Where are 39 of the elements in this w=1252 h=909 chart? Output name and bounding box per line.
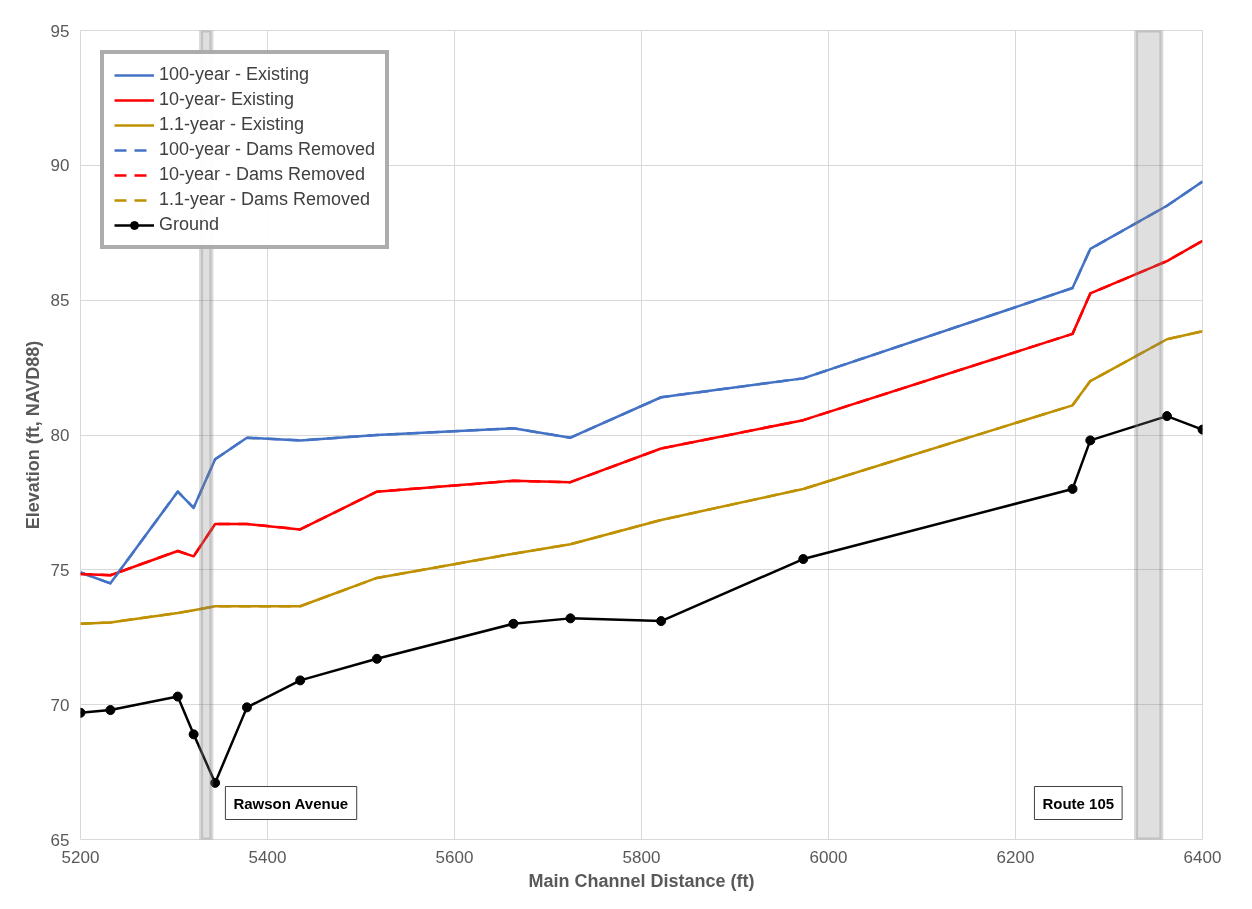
- legend-label: 1.1-year - Dams Removed: [159, 189, 371, 210]
- point: [565, 613, 576, 624]
- x-axis-title: Main Channel Distance (ft): [528, 870, 755, 891]
- point: [188, 729, 199, 740]
- x-tick-label: 5200: [61, 847, 100, 867]
- legend-label: 10-year - Dams Removed: [159, 164, 366, 185]
- point: [656, 616, 667, 627]
- point: [798, 554, 809, 565]
- point: [210, 777, 221, 788]
- legend-label: Ground: [159, 214, 220, 235]
- y-tick-label: 85: [50, 291, 70, 311]
- point: [371, 653, 382, 664]
- legend-label: 100-year - Existing: [159, 64, 310, 85]
- y-tick-label: 75: [50, 560, 70, 580]
- point: [508, 618, 519, 629]
- y-tick-label: 95: [50, 21, 70, 41]
- point: [1067, 483, 1078, 494]
- point: [241, 702, 252, 713]
- legend-label: 100-year - Dams Removed: [159, 139, 376, 160]
- x-tick-label: 6000: [809, 847, 848, 867]
- band-label: Rawson Avenue: [233, 794, 349, 812]
- y-tick-label: 70: [50, 695, 70, 715]
- point: [105, 705, 116, 716]
- point: [172, 691, 183, 702]
- x-tick-label: 5400: [248, 847, 287, 867]
- legend-label: 10-year- Existing: [159, 89, 295, 110]
- x-tick-label: 6400: [1183, 847, 1222, 867]
- y-axis-title: Elevation (ft, NAVD88): [22, 340, 43, 530]
- x-tick-label: 5800: [622, 847, 661, 867]
- y-tick-label: 65: [50, 830, 70, 850]
- y-tick-label: 80: [50, 426, 70, 445]
- point: [1161, 411, 1172, 422]
- point: [295, 675, 306, 686]
- x-tick-label: 6200: [996, 847, 1035, 867]
- x-tick-label: 5600: [435, 847, 474, 867]
- point: [1085, 435, 1096, 446]
- legend-label: 1.1-year - Existing: [159, 114, 305, 135]
- y-tick-label: 90: [50, 156, 70, 176]
- band-label: Route 105: [1042, 794, 1115, 812]
